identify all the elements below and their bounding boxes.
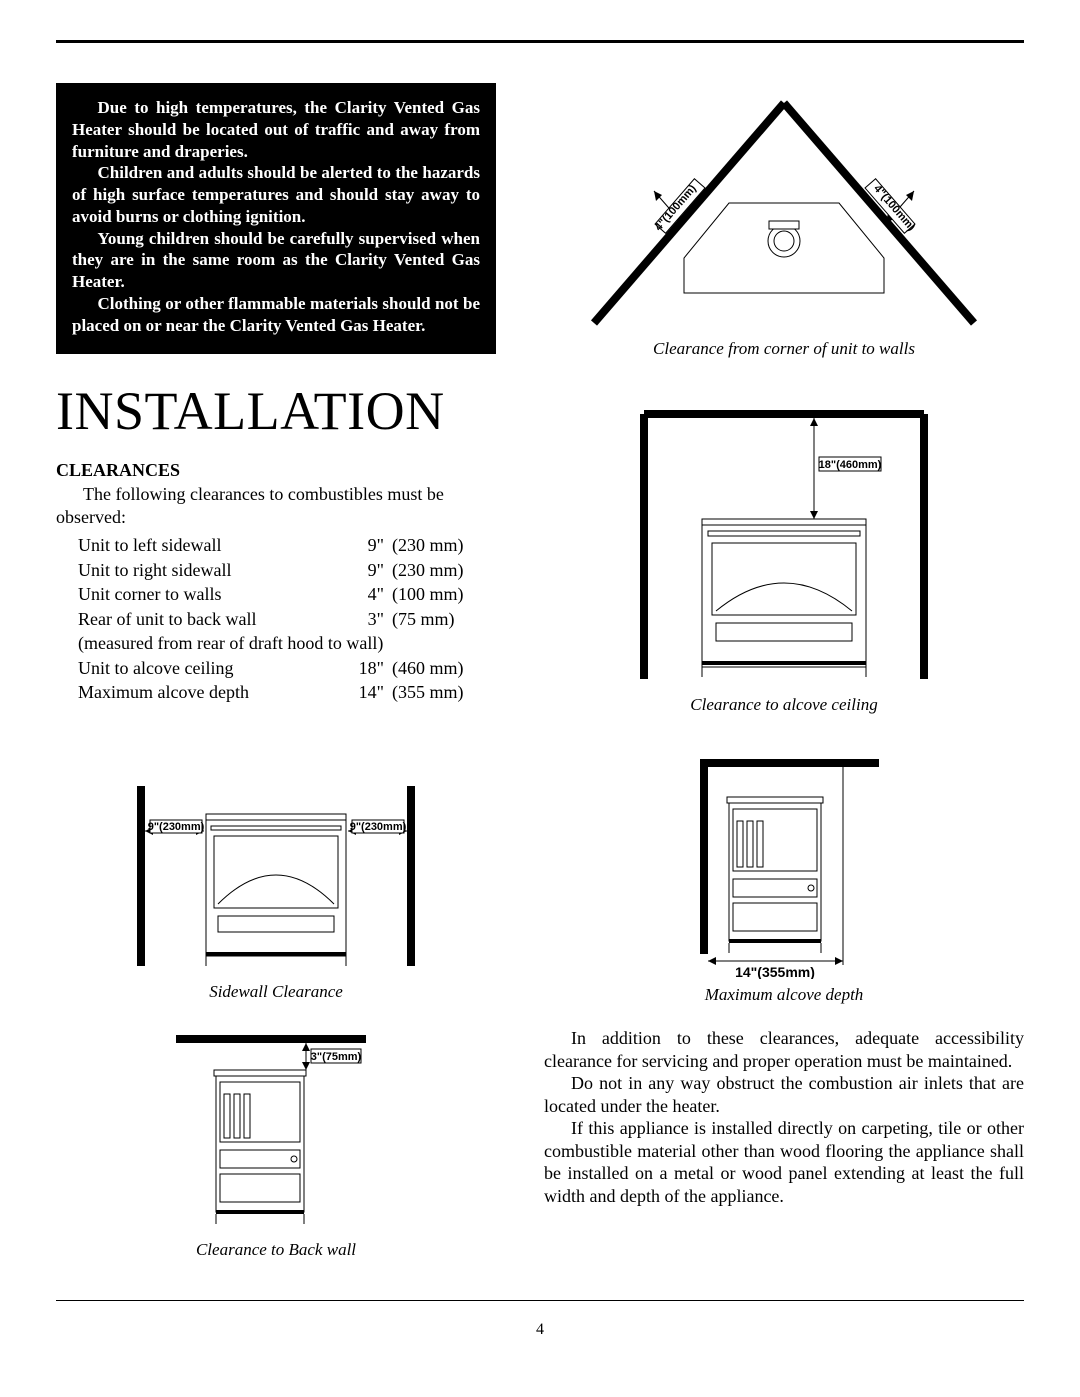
- top-rule: [56, 40, 1024, 43]
- figure-sidewall: 9"(230mm) 9"(230mm): [56, 776, 496, 1002]
- table-row: Maximum alcove depth14"(355 mm): [78, 681, 464, 704]
- left-column: Due to high temperatures, the Clarity Ve…: [56, 83, 496, 1260]
- alcove-depth-diagram-icon: 14"(355mm): [669, 749, 899, 979]
- alcove-ceiling-diagram-icon: 18"(460mm): [624, 399, 944, 689]
- table-row: Unit corner to walls4"(100 mm): [78, 583, 464, 606]
- warning-p4: Clothing or other flammable materials sh…: [72, 294, 480, 335]
- sidewall-diagram-icon: 9"(230mm) 9"(230mm): [106, 776, 446, 976]
- right-column: 4"(100mm) 4"(100mm) Clearance from corne…: [544, 83, 1024, 1260]
- table-row: Unit to left sidewall9"(230 mm): [78, 534, 464, 557]
- clearance-table: Unit to left sidewall9"(230 mm) Unit to …: [76, 532, 466, 706]
- warning-p1: Due to high temperatures, the Clarity Ve…: [72, 98, 480, 161]
- page-number: 4: [56, 1321, 1024, 1339]
- warning-box: Due to high temperatures, the Clarity Ve…: [56, 83, 496, 354]
- right-body-text: In addition to these clearances, adequat…: [544, 1027, 1024, 1207]
- svg-text:18"(460mm): 18"(460mm): [819, 459, 882, 471]
- figure-alcove-depth-caption: Maximum alcove depth: [669, 985, 899, 1005]
- svg-text:9"(230mm): 9"(230mm): [350, 821, 407, 833]
- svg-text:3"(75mm): 3"(75mm): [311, 1051, 362, 1063]
- svg-text:14"(355mm): 14"(355mm): [735, 964, 815, 979]
- table-row: (measured from rear of draft hood to wal…: [78, 632, 464, 655]
- corner-diagram-icon: 4"(100mm) 4"(100mm): [574, 83, 994, 333]
- figure-alcove-depth: 14"(355mm) Maximum alcove depth: [544, 749, 1024, 1005]
- warning-p3: Young children should be carefully super…: [72, 229, 480, 292]
- table-row: Unit to right sidewall9"(230 mm): [78, 559, 464, 582]
- heading-clearances: CLEARANCES: [56, 460, 496, 481]
- heading-installation: INSTALLATION: [56, 380, 496, 442]
- figure-corner-caption: Clearance from corner of unit to walls: [574, 339, 994, 359]
- figure-alcove-ceiling: 18"(460mm) Clearance to alcove ce: [544, 399, 1024, 715]
- figure-backwall: 3"(75mm): [56, 1024, 496, 1260]
- right-p1: In addition to these clearances, adequat…: [544, 1027, 1024, 1072]
- right-p3: If this appliance is installed directly …: [544, 1117, 1024, 1207]
- backwall-diagram-icon: 3"(75mm): [166, 1024, 386, 1234]
- svg-text:9"(230mm): 9"(230mm): [148, 821, 205, 833]
- figure-alcove-ceiling-caption: Clearance to alcove ceiling: [624, 695, 944, 715]
- figure-corner: 4"(100mm) 4"(100mm) Clearance from corne…: [544, 83, 1024, 359]
- two-column-layout: Due to high temperatures, the Clarity Ve…: [56, 83, 1024, 1260]
- table-row: Rear of unit to back wall3"(75 mm): [78, 608, 464, 631]
- warning-p2: Children and adults should be alerted to…: [72, 163, 480, 226]
- clearances-intro: The following clearances to combustibles…: [56, 483, 496, 528]
- table-row: Unit to alcove ceiling18"(460 mm): [78, 657, 464, 680]
- bottom-rule: [56, 1300, 1024, 1301]
- right-p2: Do not in any way obstruct the combustio…: [544, 1072, 1024, 1117]
- figure-backwall-caption: Clearance to Back wall: [166, 1240, 386, 1260]
- figure-sidewall-caption: Sidewall Clearance: [106, 982, 446, 1002]
